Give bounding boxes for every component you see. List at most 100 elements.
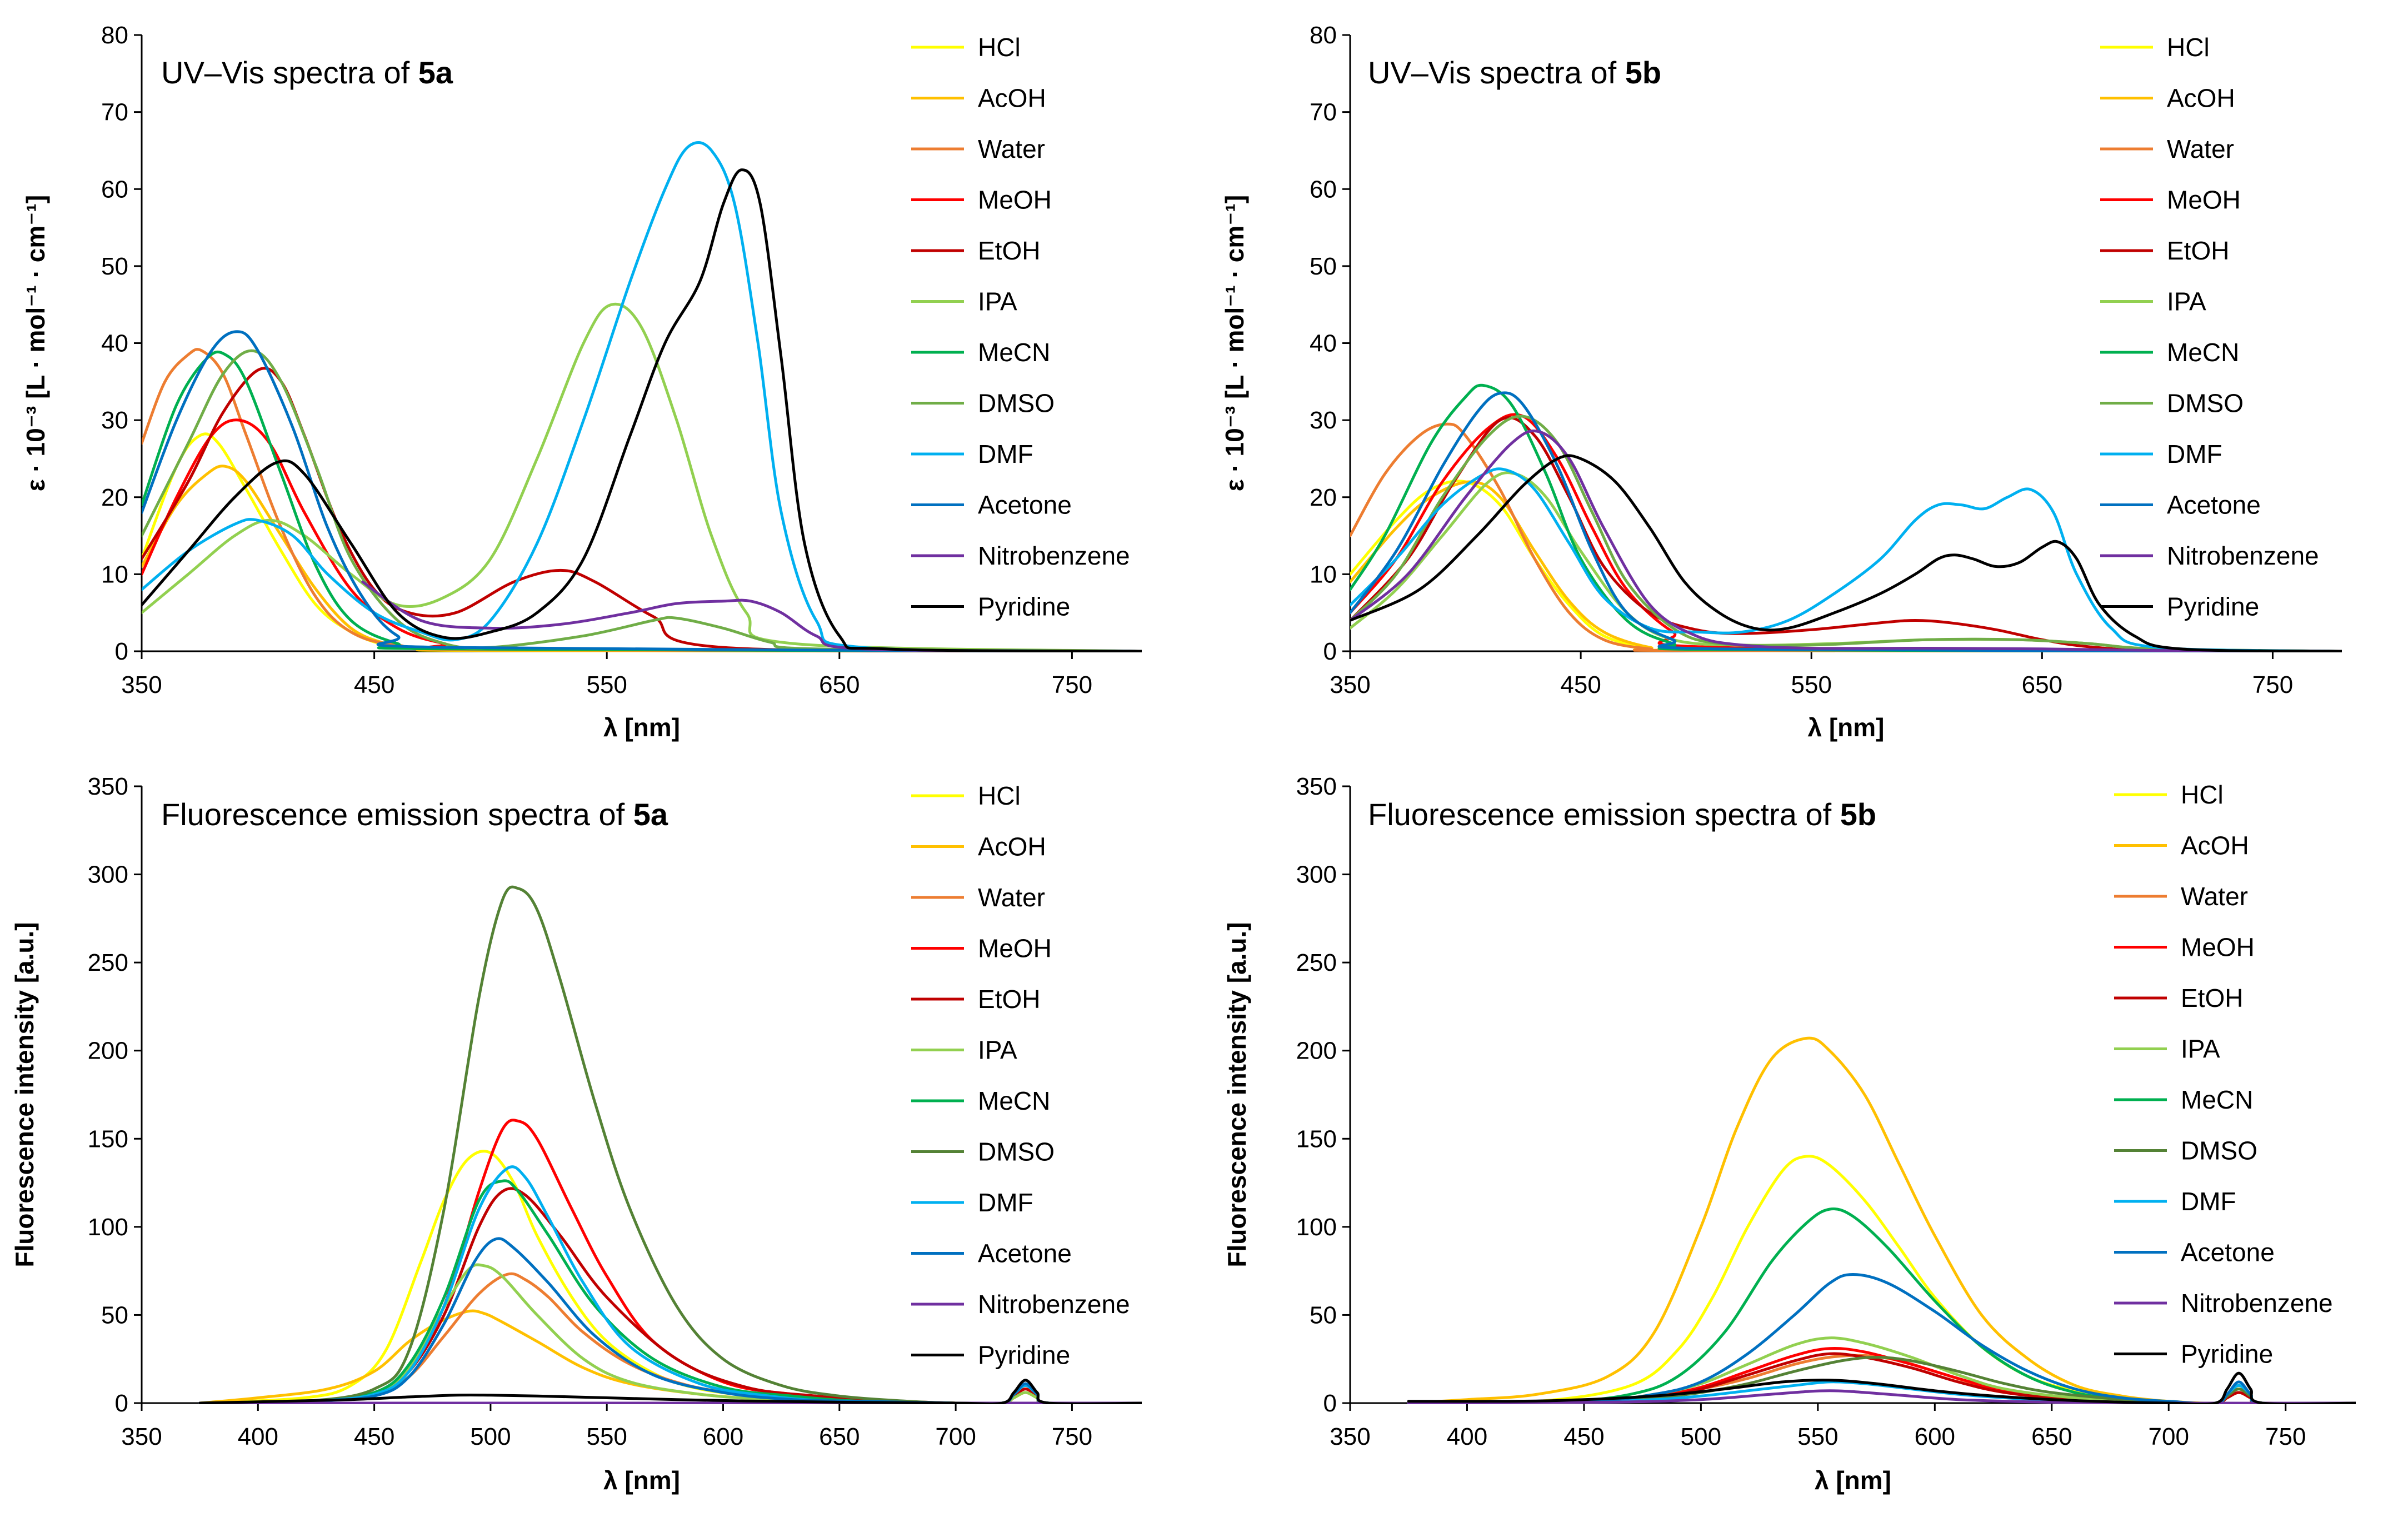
y-tick-label: 0 <box>1323 1390 1337 1417</box>
y-tick-label: 150 <box>88 1125 128 1152</box>
y-tick-label: 250 <box>88 949 128 976</box>
legend-label-mecn: MeCN <box>2181 1085 2253 1114</box>
y-tick-label: 60 <box>1310 176 1337 203</box>
panel-fluorescence-5b: 0 50 100 150 200 250 300 350 350 400 450 500 550 600 6… <box>1222 773 2356 1495</box>
legend-label-dmso: DMSO <box>978 1137 1055 1166</box>
legend-label-water: Water <box>978 134 1045 163</box>
chart-title: UV–Vis spectra of 5a <box>161 55 453 90</box>
x-tick-label: 600 <box>703 1423 743 1450</box>
series-line-nitrobenzene <box>1350 429 2342 652</box>
x-tick-label: 650 <box>2031 1423 2072 1450</box>
y-tick-label: 80 <box>101 22 128 49</box>
x-tick-label: 450 <box>354 671 394 698</box>
y-tick-label: 300 <box>88 861 128 889</box>
series-line-dmso <box>1350 415 2342 652</box>
legend-label-nitrobenzene: Nitrobenzene <box>2181 1289 2333 1318</box>
legend-label-acoh: AcOH <box>2181 831 2249 860</box>
x-tick-label: 500 <box>1681 1423 1721 1450</box>
y-axis-label: ε · 10⁻³ [L · mol⁻¹ · cm⁻¹] <box>21 195 50 491</box>
y-tick-label: 0 <box>115 1390 128 1417</box>
x-tick-label: 350 <box>121 671 162 698</box>
y-tick-label: 80 <box>1310 22 1337 49</box>
y-tick-label: 60 <box>101 176 128 203</box>
x-tick-label: 450 <box>354 1423 394 1450</box>
chart-title-text: UV–Vis spectra of <box>1368 55 1625 90</box>
y-tick-label: 10 <box>101 561 128 588</box>
x-axis-label: λ [nm] <box>1815 1466 1891 1495</box>
legend-label-nitrobenzene: Nitrobenzene <box>978 1290 1130 1319</box>
x-tick-label: 400 <box>238 1423 278 1450</box>
legend-label-etoh: EtOH <box>978 985 1040 1014</box>
panel-fluorescence-5a: 0 50 100 150 200 250 300 350 350 400 450 500 550 600 6… <box>10 773 1142 1495</box>
y-tick-label: 100 <box>88 1214 128 1241</box>
chart-title-text: Fluorescence emission spectra of <box>161 797 633 832</box>
legend-label-meoh: MeOH <box>2167 186 2241 214</box>
legend: HCl AcOH Water MeOH EtOH IPA MeCN DMSO DMF Aceton… <box>911 781 1130 1370</box>
legend-label-ipa: IPA <box>978 1036 1017 1065</box>
legend-label-dmf: DMF <box>978 440 1033 468</box>
y-tick-label: 70 <box>1310 99 1337 126</box>
legend-label-acoh: AcOH <box>2167 84 2235 113</box>
series-line-acetone <box>142 330 1142 652</box>
legend-label-dmf: DMF <box>2167 440 2222 468</box>
series-line-dmso <box>1407 1356 2356 1404</box>
legend-label-meoh: MeOH <box>2181 933 2255 962</box>
legend-label-etoh: EtOH <box>2181 984 2243 1012</box>
y-tick-label: 20 <box>1310 484 1337 511</box>
y-axis-label: ε · 10⁻³ [L · mol⁻¹ · cm⁻¹] <box>1220 195 1249 491</box>
series-line-pyridine <box>1407 1371 2356 1404</box>
y-tick-label: 30 <box>1310 407 1337 434</box>
y-tick-label: 350 <box>88 773 128 800</box>
series-line-pyridine <box>142 168 1142 652</box>
x-tick-label: 650 <box>819 671 860 698</box>
legend-label-ipa: IPA <box>2167 287 2206 316</box>
x-tick-label: 750 <box>2252 671 2293 698</box>
y-axis-label: Fluorescence intensity [a.u.] <box>1222 922 1251 1267</box>
panel-uvvis-5b: 0 10 20 30 40 50 60 70 80 350 450 550 650 750 λ [nm] ε … <box>1220 22 2342 742</box>
legend-label-pyridine: Pyridine <box>978 592 1070 621</box>
legend-label-hcl: HCl <box>2167 33 2210 62</box>
legend: HCl AcOH Water MeOH EtOH IPA MeCN DMSO DMF Aceton… <box>911 33 1130 621</box>
series-line-ipa <box>198 1263 1142 1404</box>
y-tick-label: 150 <box>1296 1125 1337 1152</box>
series-line-acetone <box>1407 1273 2356 1404</box>
legend-label-pyridine: Pyridine <box>2181 1340 2273 1369</box>
series-line-etoh <box>142 367 1142 652</box>
series-group <box>1350 383 2342 652</box>
legend-label-water: Water <box>2181 882 2248 911</box>
chart-title-compound: 5b <box>1625 55 1661 90</box>
legend-label-acetone: Acetone <box>978 491 1072 520</box>
series-line-ipa <box>142 302 1142 652</box>
chart-title-compound: 5a <box>633 797 668 832</box>
panel-uvvis-5a: 0 10 20 30 40 50 60 70 80 350 450 550 650 750 λ [nm] ε … <box>21 22 1142 742</box>
x-tick-label: 550 <box>1797 1423 1838 1450</box>
legend-label-pyridine: Pyridine <box>978 1341 1070 1370</box>
series-line-dmf <box>142 141 1142 652</box>
legend-label-acetone: Acetone <box>978 1239 1072 1268</box>
x-tick-label: 350 <box>121 1423 162 1450</box>
chart-title: Fluorescence emission spectra of 5a <box>161 797 668 832</box>
legend-label-acetone: Acetone <box>2181 1238 2275 1267</box>
legend: HCl AcOH Water MeOH EtOH IPA MeCN DMSO DMF Aceton… <box>2100 33 2319 621</box>
y-tick-label: 0 <box>1323 638 1337 665</box>
x-tick-label: 400 <box>1447 1423 1487 1450</box>
legend-label-meoh: MeOH <box>978 186 1052 214</box>
series-line-pyridine <box>198 1379 1142 1404</box>
series-line-acetone <box>1350 391 2342 652</box>
x-axis-label: λ [nm] <box>1808 713 1885 742</box>
legend-label-mecn: MeCN <box>978 1086 1050 1115</box>
legend-label-water: Water <box>978 883 1045 912</box>
x-tick-label: 550 <box>1791 671 1832 698</box>
legend: HCl AcOH Water MeOH EtOH IPA MeCN DMSO DMF Aceton… <box>2114 780 2333 1369</box>
y-tick-label: 40 <box>101 330 128 357</box>
series-line-dmf <box>1350 467 2342 652</box>
legend-label-meoh: MeOH <box>978 934 1052 963</box>
legend-label-mecn: MeCN <box>978 338 1050 367</box>
legend-label-hcl: HCl <box>2181 780 2224 809</box>
y-tick-label: 200 <box>88 1037 128 1065</box>
legend-label-hcl: HCl <box>978 781 1021 810</box>
y-tick-label: 100 <box>1296 1214 1337 1241</box>
legend-label-hcl: HCl <box>978 33 1021 62</box>
chart-title: Fluorescence emission spectra of 5b <box>1368 797 1876 832</box>
